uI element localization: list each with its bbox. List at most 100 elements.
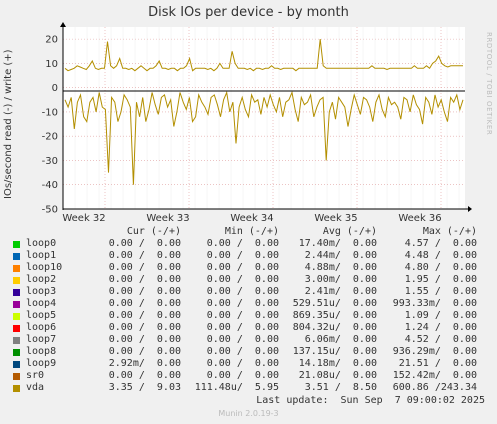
legend-min: 0.00 / 0.00 [206, 358, 279, 369]
y-tick-label: -30 [42, 156, 58, 167]
x-tick-labels: Week 32 Week 33 Week 34 Week 35 Week 36 [62, 213, 441, 224]
legend-row: loop3 0.00 / 0.00 0.00 / 0.00 2.41m/ 0.00 1.… [0, 286, 497, 298]
legend-header-min: Min (-/+) [224, 226, 279, 237]
legend-avg: 4.88m/ 0.00 [304, 262, 377, 273]
munin-version: Munin 2.0.19-3 [218, 409, 279, 418]
legend-max: 152.42m/ 0.00 [392, 370, 477, 381]
y-tick-label: -40 [42, 180, 58, 191]
legend-swatch [13, 361, 20, 368]
legend-avg: 804.32u/ 0.00 [292, 322, 377, 333]
rrdtool-credit: RRDTOOL / TOBI OETIKER [485, 32, 493, 136]
legend-avg: 529.51u/ 0.00 [292, 298, 377, 309]
legend-swatch [13, 349, 20, 356]
legend-name: loop7 [26, 334, 57, 345]
legend-max: 21.51 / 0.00 [398, 358, 477, 369]
legend-name: loop5 [26, 310, 57, 321]
y-tick-label: 20 [45, 35, 58, 46]
legend-max: 993.33m/ 0.00 [392, 298, 477, 309]
legend-swatch [13, 373, 20, 380]
legend-avg: 3.51 / 8.50 [304, 382, 377, 393]
legend-min: 0.00 / 0.00 [206, 310, 279, 321]
last-update: Last update: Sun Sep 7 09:00:02 2025 [256, 395, 485, 406]
legend-cur: 0.00 / 0.00 [108, 334, 181, 345]
legend-cur: 3.35 / 9.03 [108, 382, 181, 393]
legend-min: 111.48u/ 5.95 [194, 382, 279, 393]
legend-min: 0.00 / 0.00 [206, 346, 279, 357]
legend-swatch [13, 385, 20, 392]
y-axis-arrow [60, 22, 66, 27]
legend-swatch [13, 301, 20, 308]
legend-avg: 3.00m/ 0.00 [304, 274, 377, 285]
legend-max: 1.55 / 0.00 [404, 286, 477, 297]
legend-name: loop3 [26, 286, 57, 297]
y-tick-labels: 20 10 0 -10 -20 -30 -40 -50 [42, 35, 58, 216]
legend-row: loop0 0.00 / 0.00 0.00 / 0.00 17.40m/ 0.00 4… [0, 238, 497, 250]
legend-row: loop8 0.00 / 0.00 0.00 / 0.00 137.15u/ 0.00… [0, 346, 497, 358]
legend-name: sr0 [26, 370, 45, 381]
legend-row: loop2 0.00 / 0.00 0.00 / 0.00 3.00m/ 0.00 1.… [0, 274, 497, 286]
legend-avg: 137.15u/ 0.00 [292, 346, 377, 357]
legend-row: sr0 0.00 / 0.00 0.00 / 0.00 21.08u/ 0.00 152… [0, 370, 497, 382]
legend-swatch [13, 325, 20, 332]
legend-cur: 0.00 / 0.00 [108, 298, 181, 309]
x-tick-label: Week 35 [314, 213, 357, 224]
x-tick-label: Week 33 [146, 213, 189, 224]
legend-avg: 21.08u/ 0.00 [298, 370, 377, 381]
legend-name: loop0 [26, 238, 57, 249]
legend-header-max: Max (-/+) [422, 226, 477, 237]
legend-name: loop10 [26, 262, 63, 273]
series-line-write [64, 39, 463, 72]
legend-header: Cur (-/+) Min (-/+) Avg (-/+) Max (-/+) [0, 226, 497, 238]
legend-cur: 0.00 / 0.00 [108, 250, 181, 261]
legend-row: vda 3.35 / 9.03 111.48u/ 5.95 3.51 / 8.50 60… [0, 382, 497, 394]
legend-cur: 0.00 / 0.00 [108, 310, 181, 321]
y-tick-label: 0 [52, 83, 58, 94]
legend-max: 4.80 / 0.00 [404, 262, 477, 273]
legend-min: 0.00 / 0.00 [206, 286, 279, 297]
legend-min: 0.00 / 0.00 [206, 322, 279, 333]
legend-cur: 2.92m/ 0.00 [108, 358, 181, 369]
y-tick-label: -20 [42, 132, 58, 143]
legend-min: 0.00 / 0.00 [206, 334, 279, 345]
legend-row: loop1 0.00 / 0.00 0.00 / 0.00 2.44m/ 0.00 4.… [0, 250, 497, 262]
legend-name: vda [26, 382, 45, 393]
legend-max: 4.52 / 0.00 [404, 334, 477, 345]
legend-name: loop1 [26, 250, 57, 261]
legend-avg: 17.40m/ 0.00 [298, 238, 377, 249]
legend-cur: 0.00 / 0.00 [108, 346, 181, 357]
legend-max: 1.09 / 0.00 [404, 310, 477, 321]
legend-avg: 2.41m/ 0.00 [304, 286, 377, 297]
legend-row: loop10 0.00 / 0.00 0.00 / 0.00 4.88m/ 0.00 4… [0, 262, 497, 274]
legend-min: 0.00 / 0.00 [206, 238, 279, 249]
legend-avg: 14.18m/ 0.00 [298, 358, 377, 369]
legend-max: 4.48 / 0.00 [404, 250, 477, 261]
legend-max: 4.57 / 0.00 [404, 238, 477, 249]
legend-header-avg: Avg (-/+) [322, 226, 377, 237]
legend-cur: 0.00 / 0.00 [108, 262, 181, 273]
legend-max: 1.24 / 0.00 [404, 322, 477, 333]
legend-row: loop6 0.00 / 0.00 0.00 / 0.00 804.32u/ 0.00… [0, 322, 497, 334]
legend-name: loop8 [26, 346, 57, 357]
legend-swatch [13, 337, 20, 344]
legend-swatch [13, 277, 20, 284]
legend-swatch [13, 313, 20, 320]
plot-background [63, 27, 465, 209]
legend-name: loop2 [26, 274, 57, 285]
legend-cur: 0.00 / 0.00 [108, 286, 181, 297]
legend-min: 0.00 / 0.00 [206, 370, 279, 381]
legend-row: loop9 2.92m/ 0.00 0.00 / 0.00 14.18m/ 0.00 2… [0, 358, 497, 370]
legend-swatch [13, 289, 20, 296]
legend-cur: 0.00 / 0.00 [108, 322, 181, 333]
legend-header-cur: Cur (-/+) [126, 226, 181, 237]
legend-name: loop9 [26, 358, 57, 369]
legend-min: 0.00 / 0.00 [206, 298, 279, 309]
legend-name: loop4 [26, 298, 57, 309]
y-tick-label: 10 [45, 59, 58, 70]
legend-cur: 0.00 / 0.00 [108, 370, 181, 381]
legend-max: 936.29m/ 0.00 [392, 346, 477, 357]
x-tick-label: Week 32 [62, 213, 105, 224]
x-tick-label: Week 36 [398, 213, 441, 224]
legend-max: 600.86 /243.34 [392, 382, 477, 393]
legend-min: 0.00 / 0.00 [206, 274, 279, 285]
legend-row: loop4 0.00 / 0.00 0.00 / 0.00 529.51u/ 0.00… [0, 298, 497, 310]
